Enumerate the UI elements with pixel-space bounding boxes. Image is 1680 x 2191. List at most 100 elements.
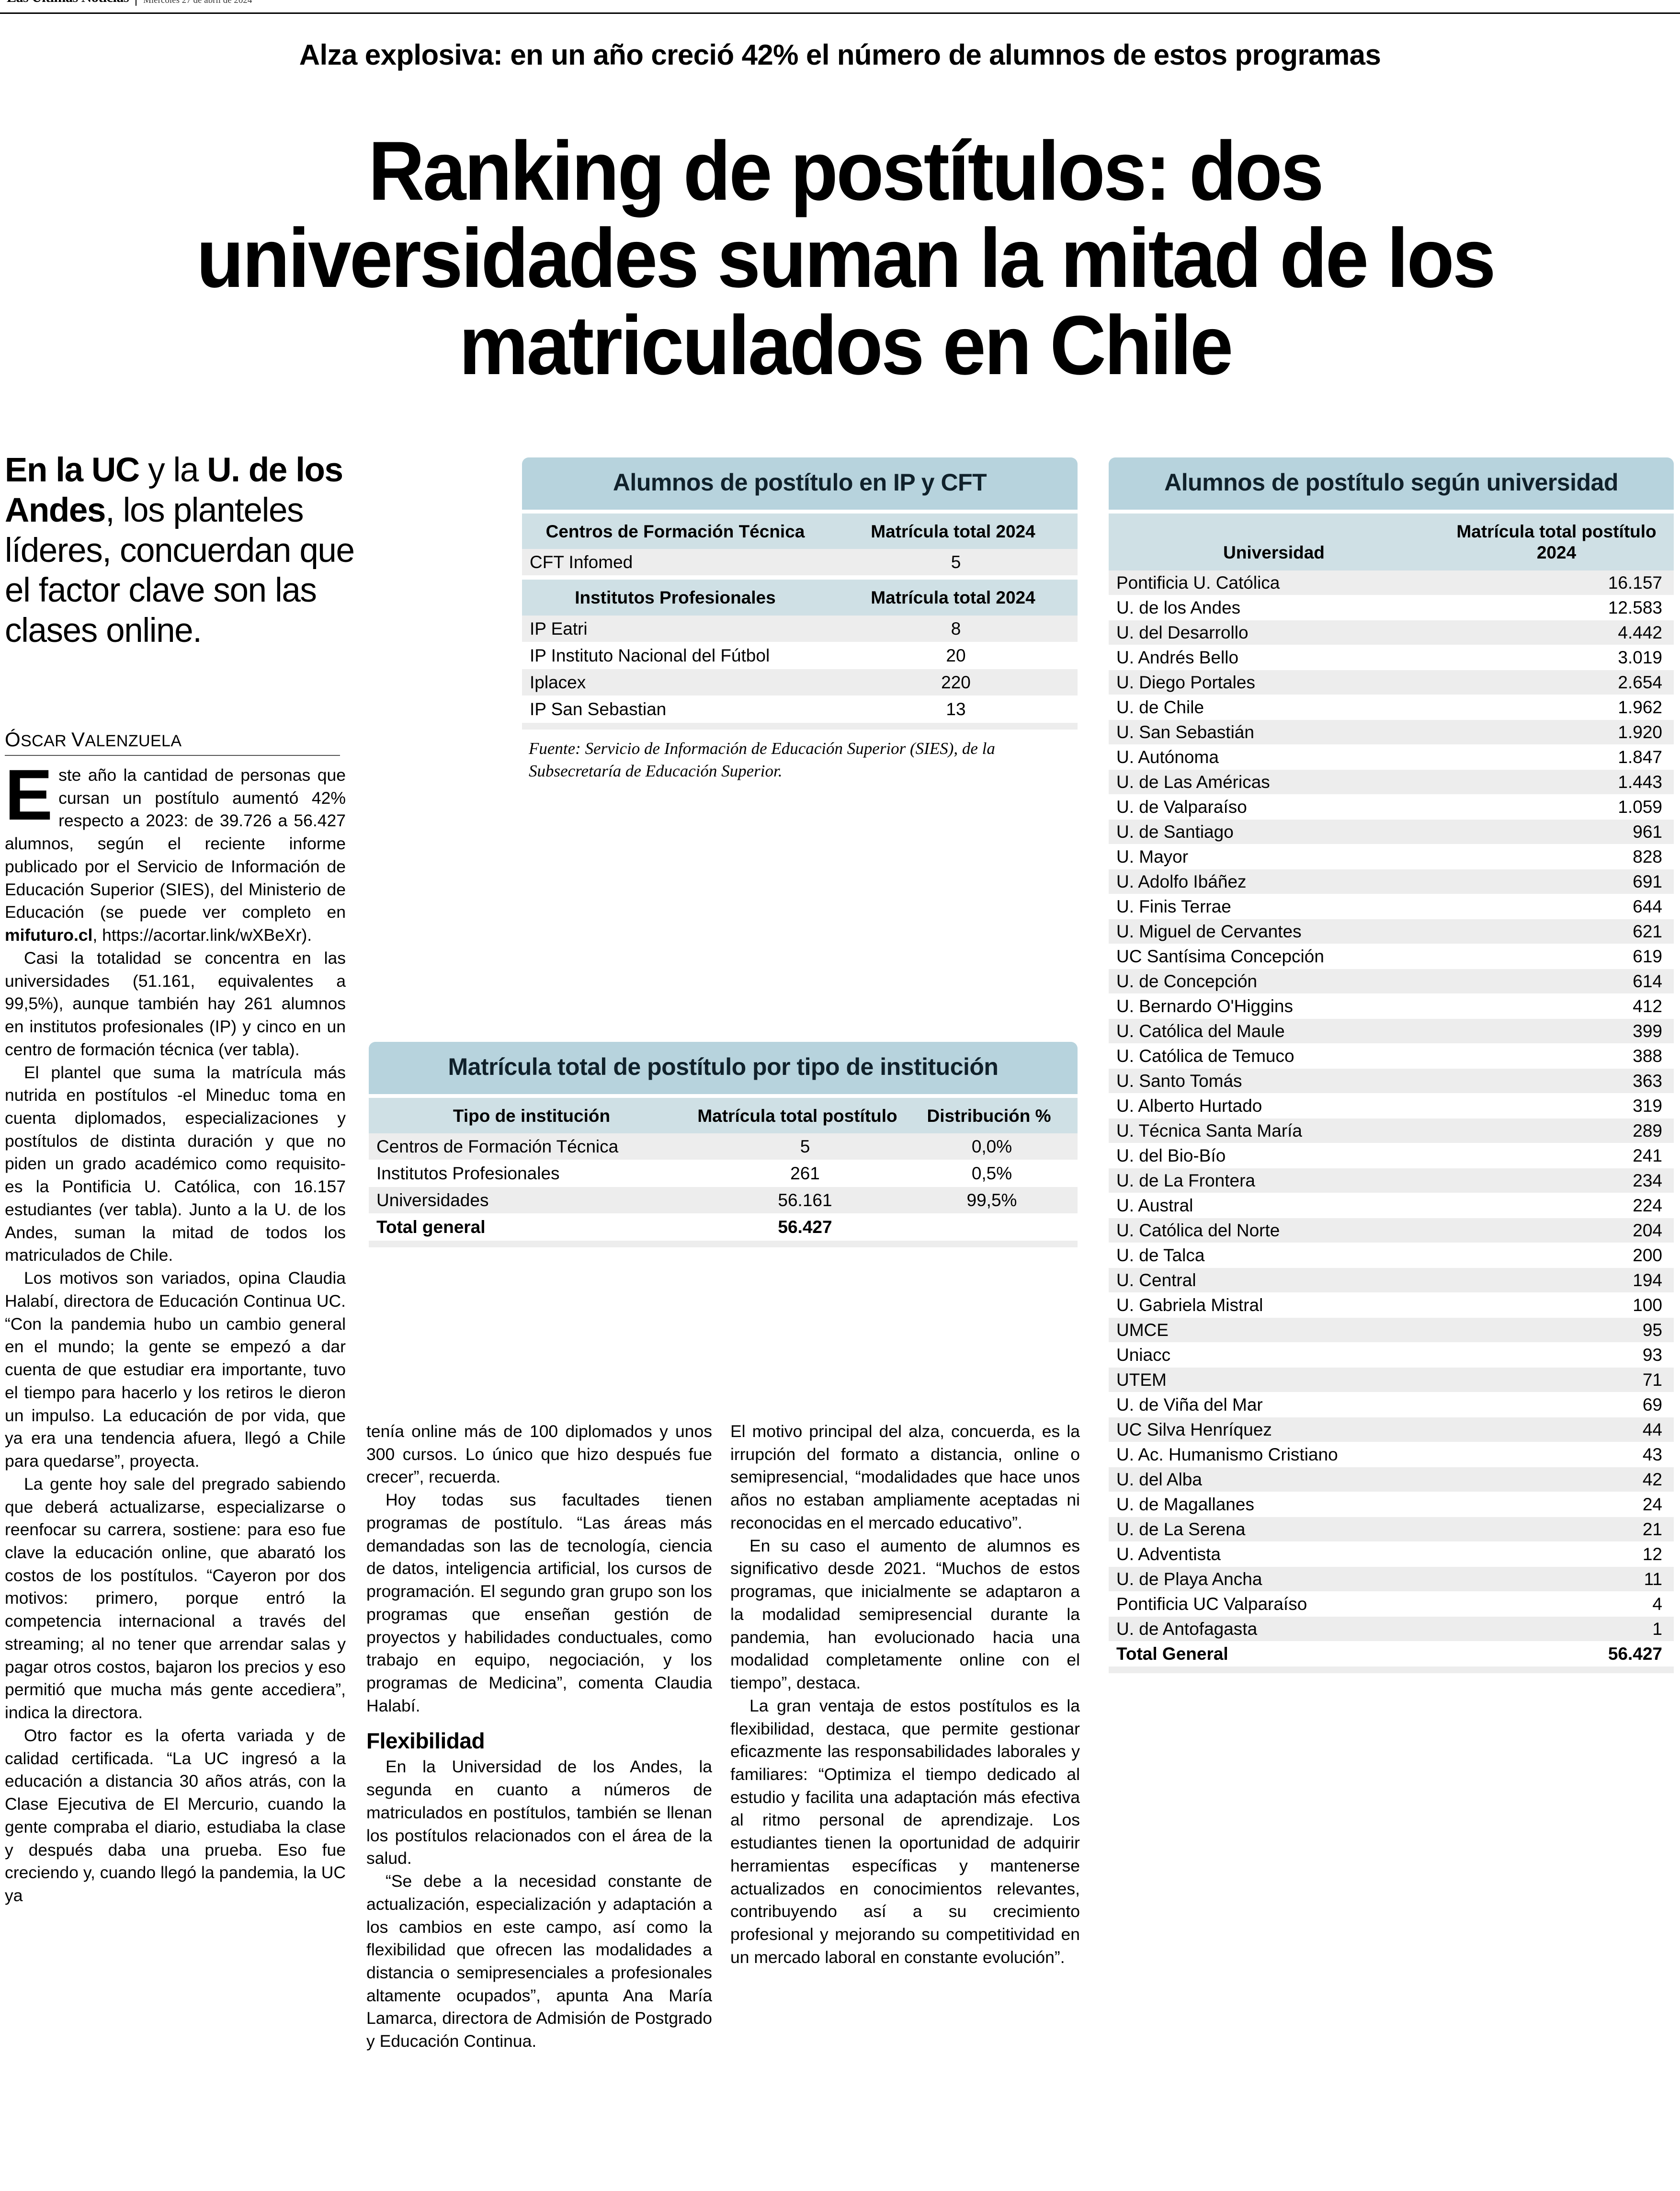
cell-university: U. Gabriela Mistral xyxy=(1116,1295,1263,1315)
table-row: U. de Magallanes 24 xyxy=(1109,1492,1674,1517)
cell-type: Centros de Formación Técnica xyxy=(376,1137,619,1157)
cell-university: U. del Desarrollo xyxy=(1116,622,1249,642)
cell-value: 200 xyxy=(1633,1245,1662,1265)
table-row: U. de Santiago 961 xyxy=(1109,819,1674,844)
table-row: U. Alberto Hurtado 319 xyxy=(1109,1094,1674,1118)
cell-value: 1.962 xyxy=(1618,697,1662,717)
table-title: Alumnos de postítulo según universidad xyxy=(1109,457,1674,510)
cell-value: 644 xyxy=(1633,896,1662,916)
table-title: Matrícula total de postítulo por tipo de… xyxy=(369,1042,1078,1094)
cell-university: U. Adolfo Ibáñez xyxy=(1116,871,1247,891)
cell-value: 100 xyxy=(1633,1295,1662,1315)
table-row: IP Eatri 8 xyxy=(522,615,1078,642)
paragraph: Los motivos son variados, opina Claudia … xyxy=(5,1268,346,1471)
column-header-university: Universidad xyxy=(1223,543,1325,563)
cell-university: U. de los Andes xyxy=(1116,597,1241,617)
cell-value: 21 xyxy=(1642,1519,1662,1539)
column-header-enrollment: Matrícula total postítulo 2024 xyxy=(1456,522,1657,563)
cell-institution: IP Eatri xyxy=(530,618,588,639)
cell-value: 319 xyxy=(1633,1096,1662,1116)
cell-value: 619 xyxy=(1633,946,1662,966)
cell-value: 363 xyxy=(1633,1071,1662,1091)
cell-type: Universidades xyxy=(376,1190,489,1210)
paragraph: tenía online más de 100 diplomados y uno… xyxy=(366,1422,712,1487)
table-row: Uniacc 93 xyxy=(1109,1343,1674,1368)
table-row: U. de Valparaíso 1.059 xyxy=(1109,795,1674,820)
paragraph: Casi la totalidad se concentra en las un… xyxy=(5,948,346,1059)
table-row: U. del Alba 42 xyxy=(1109,1467,1674,1492)
byline-initial-2: V xyxy=(71,728,85,751)
table-row: U. Central 194 xyxy=(1109,1267,1674,1293)
cell-university: UTEM xyxy=(1116,1369,1167,1390)
cell-value: 614 xyxy=(1633,971,1662,991)
cell-university: U. de Magallanes xyxy=(1116,1494,1254,1514)
column-header-distribution: Distribución % xyxy=(927,1106,1051,1126)
cell-value: 388 xyxy=(1633,1046,1662,1066)
table-row: U. Gabriela Mistral 100 xyxy=(1109,1293,1674,1318)
cell-value: 1.920 xyxy=(1618,722,1662,742)
cell-value: 71 xyxy=(1642,1369,1662,1390)
table-row: Iplacex 220 xyxy=(522,669,1078,696)
table-row: U. de Concepción 614 xyxy=(1109,969,1674,994)
table-row: U. San Sebastián 1.920 xyxy=(1109,719,1674,745)
table-matricula-por-tipo: Matrícula total de postítulo por tipo de… xyxy=(369,1042,1078,1248)
cell-value: 3.019 xyxy=(1618,647,1662,667)
cell-value: 5 xyxy=(951,552,961,572)
cell-value: 95 xyxy=(1642,1320,1662,1340)
paragraph: Otro factor es la oferta variada y de ca… xyxy=(5,1725,346,1905)
cell-value: 69 xyxy=(1642,1394,1662,1415)
cell-value: 93 xyxy=(1642,1345,1662,1365)
cell-value: 691 xyxy=(1633,871,1662,891)
cell-university: Uniacc xyxy=(1116,1345,1171,1365)
table-row: UTEM 71 xyxy=(1109,1367,1674,1392)
cell-value: 220 xyxy=(941,672,971,692)
table-header-ip: Institutos Profesionales Matrícula total… xyxy=(522,580,1078,616)
table-row: Universidades 56.161 99,5% xyxy=(369,1187,1078,1214)
table-row: U. Católica de Temuco 388 xyxy=(1109,1044,1674,1069)
table-title: Alumnos de postítulo en IP y CFT xyxy=(522,457,1078,510)
cell-value: 412 xyxy=(1633,996,1662,1016)
section-subheading: Flexibilidad xyxy=(366,1728,485,1753)
table-row: Institutos Profesionales 261 0,5% xyxy=(369,1160,1078,1187)
cell-value: 4 xyxy=(1652,1594,1662,1614)
standfirst-reg-1: y la xyxy=(139,451,207,489)
cell-university: U. de Talca xyxy=(1116,1245,1205,1265)
cell-institution: IP Instituto Nacional del Fútbol xyxy=(530,645,770,665)
masthead: Las Últimas Noticias Miércoles 27 de abr… xyxy=(0,0,1680,14)
cell-university: U. de Concepción xyxy=(1116,971,1258,991)
table-row: U. de La Frontera 234 xyxy=(1109,1168,1674,1193)
cell-university: U. Santo Tomás xyxy=(1116,1071,1242,1091)
paragraph-text: ste año la cantidad de personas que curs… xyxy=(5,765,346,922)
table-footer-strip xyxy=(1109,1666,1674,1673)
column-header-institution: Institutos Profesionales xyxy=(575,588,776,608)
cell-value: 2.654 xyxy=(1618,672,1662,692)
cell-university: U. de Las Américas xyxy=(1116,772,1270,792)
cell-university: U. Autónoma xyxy=(1116,747,1219,767)
cell-value: 224 xyxy=(1633,1195,1662,1215)
column-header-enrollment: Matrícula total 2024 xyxy=(871,522,1035,541)
column-header-enrollment: Matrícula total postítulo xyxy=(697,1106,897,1126)
table-total-row: Total general 56.427 xyxy=(369,1214,1078,1241)
article-column-3: El motivo principal del alza, concuerda,… xyxy=(730,1420,1080,1969)
cell-university: U. Técnica Santa María xyxy=(1116,1120,1302,1141)
table-row: U. Adolfo Ibáñez 691 xyxy=(1109,869,1674,894)
table-header: Universidad Matrícula total postítulo 20… xyxy=(1109,514,1674,571)
table-row: U. de Talca 200 xyxy=(1109,1243,1674,1268)
table-row: U. de Antofagasta 1 xyxy=(1109,1616,1674,1642)
cell-university: U. Austral xyxy=(1116,1195,1193,1215)
article-column-2: tenía online más de 100 diplomados y uno… xyxy=(366,1420,712,2053)
publication-date: Miércoles 27 de abril de 2024 xyxy=(143,0,252,5)
table-source-note: Fuente: Servicio de Información de Educa… xyxy=(529,739,995,781)
cell-value: 261 xyxy=(790,1164,820,1184)
table-row: U. Católica del Maule 399 xyxy=(1109,1018,1674,1044)
table-row: CFT Infomed 5 xyxy=(522,549,1078,576)
table-row: U. Austral 224 xyxy=(1109,1193,1674,1218)
table-row: U. Ac. Humanismo Cristiano 43 xyxy=(1109,1442,1674,1467)
cell-university: U. Bernardo O'Higgins xyxy=(1116,996,1294,1016)
cell-value: 12.583 xyxy=(1608,597,1662,617)
table-row: U. de los Andes 12.583 xyxy=(1109,595,1674,620)
byline-text-1: SCAR xyxy=(21,732,71,750)
